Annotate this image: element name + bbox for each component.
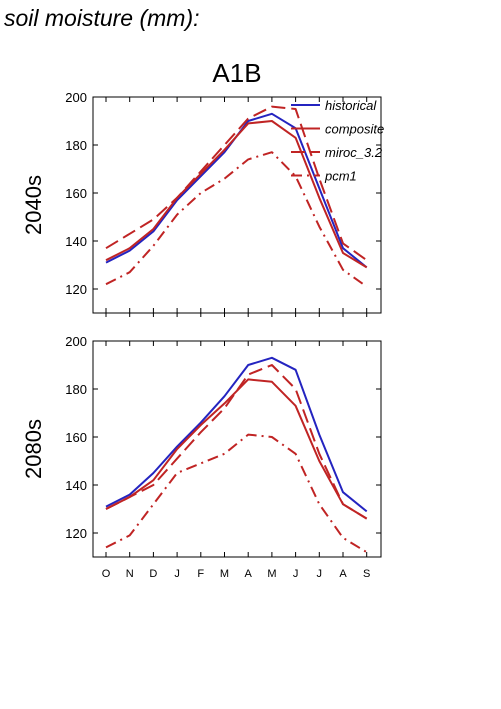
plot-frame [92, 340, 382, 558]
y-tick-label: 140 [65, 234, 87, 249]
panel-2080s: 120 140 160 180 200 O N D J F M A M J J A S 2080s [21, 334, 382, 580]
x-tick-label: D [149, 568, 157, 580]
legend-label: historical [325, 98, 377, 113]
panel-2040s: 120 140 160 180 200 2040s historical composite m… [21, 90, 384, 317]
x-tick-label: N [126, 568, 134, 580]
y-axis-label: 2080s [21, 419, 46, 479]
x-tick-label: M [267, 568, 276, 580]
y-tick-label: 200 [65, 334, 87, 349]
figure-heading: soil moisture (mm): [4, 5, 200, 31]
legend: historical composite miroc_3.2 pcm1 [291, 98, 384, 184]
series-line-composite [105, 378, 368, 520]
y-tick-label: 200 [65, 90, 87, 105]
series-line-miroc-3-2 [105, 105, 368, 262]
series-line-composite [105, 120, 368, 269]
x-tick-label: O [102, 568, 111, 580]
legend-label: miroc_3.2 [325, 145, 383, 160]
series-line-pcm1 [105, 433, 368, 554]
y-tick-label: 160 [65, 186, 87, 201]
scenario-title: A1B [212, 58, 261, 88]
legend-label: pcm1 [324, 169, 357, 184]
y-tick-label: 120 [65, 526, 87, 541]
x-tick-label: J [174, 568, 180, 580]
y-tick-label: 180 [65, 138, 87, 153]
y-tick-label: 140 [65, 478, 87, 493]
x-tick-label: J [293, 568, 299, 580]
y-tick-label: 120 [65, 282, 87, 297]
y-tick-label: 160 [65, 430, 87, 445]
x-tick-label: J [317, 568, 323, 580]
x-tick-label: A [245, 568, 253, 580]
x-tick-label: A [339, 568, 347, 580]
series-line-miroc-3-2 [105, 364, 368, 520]
x-tick-label: M [220, 568, 229, 580]
y-tick-label: 180 [65, 382, 87, 397]
y-axis-label: 2040s [21, 175, 46, 235]
plot-frame [92, 96, 382, 314]
legend-label: composite [325, 122, 384, 137]
x-tick-label: F [197, 568, 204, 580]
series-line-historical [105, 356, 368, 513]
series-line-pcm1 [105, 151, 368, 288]
x-tick-label: S [363, 568, 370, 580]
